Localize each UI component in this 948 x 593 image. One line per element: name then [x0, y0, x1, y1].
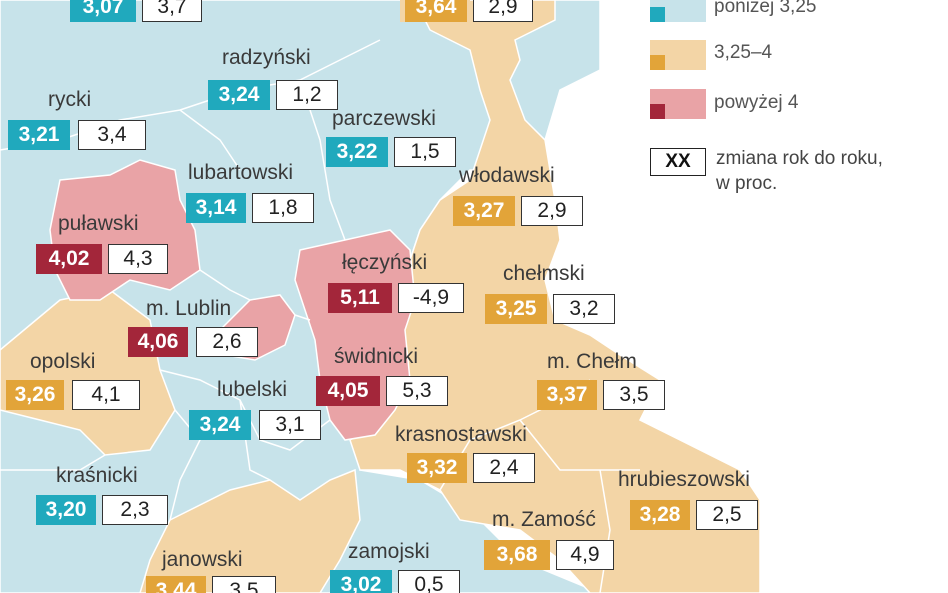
region-price: 3,22	[326, 137, 388, 167]
legend-label-mid: 3,25–4	[714, 42, 773, 63]
region-change: 2,4	[473, 453, 535, 483]
region-price: 3,14	[186, 193, 246, 223]
region-price: 4,05	[316, 376, 380, 406]
region-change: 3,1	[259, 410, 321, 440]
region-name: hrubieszowski	[618, 468, 750, 491]
region-change: 3,4	[78, 120, 146, 150]
region-change: 3,5	[212, 576, 276, 593]
region-name: świdnicki	[334, 345, 419, 368]
region-name: puławski	[58, 212, 139, 235]
region-change: 2,3	[102, 495, 168, 525]
legend-label-below: poniżej 3,25	[714, 0, 817, 17]
region-price: 4,02	[36, 244, 102, 274]
region-name: krasnostawski	[395, 423, 527, 446]
region-name: włodawski	[459, 164, 555, 187]
region-change: 3,2	[553, 294, 615, 324]
region-name: lubelski	[217, 378, 288, 401]
region-price: 3,27	[453, 196, 515, 226]
region-name: lubartowski	[188, 161, 294, 184]
legend-change-label-line2: w proc.	[716, 173, 778, 194]
region-price: 5,11	[328, 283, 392, 313]
region-price: 3,64	[405, 0, 467, 22]
region-change: 0,5	[398, 570, 460, 593]
region-name: zamojski	[348, 540, 430, 563]
legend-label-high: powyżej 4	[714, 92, 799, 113]
region-price: 3,44	[146, 576, 206, 593]
region-price: 3,32	[407, 453, 467, 483]
region-name: janowski	[162, 548, 243, 571]
region-price: 3,25	[485, 294, 547, 324]
region-price: 3,37	[537, 380, 597, 410]
region-name: chełmski	[503, 262, 585, 285]
region-change: 1,2	[276, 80, 338, 110]
legend-change-label-line1: zmiana rok do roku,	[716, 148, 883, 169]
region-change: 2,6	[196, 327, 258, 357]
region-price: 3,28	[630, 500, 690, 530]
region-change: 5,3	[386, 376, 448, 406]
region-price: 3,07	[70, 0, 136, 22]
region-change: 2,9	[521, 196, 583, 226]
region-name: parczewski	[332, 107, 436, 130]
region-name: łęczyński	[342, 251, 428, 274]
region-change: 2,9	[473, 0, 533, 22]
region-change: 3,7	[142, 0, 202, 22]
region-change: -4,9	[398, 283, 464, 313]
region-shape-mid-east	[349, 0, 761, 593]
region-change: 4,9	[556, 540, 614, 570]
region-change: 1,8	[252, 193, 314, 223]
legend-mark-below	[650, 7, 665, 22]
legend-change-box: XX	[650, 148, 706, 176]
region-change: 4,1	[72, 380, 140, 410]
region-price: 3,26	[6, 380, 64, 410]
region-name: m. Zamość	[492, 508, 596, 531]
region-change: 3,5	[603, 380, 665, 410]
region-change: 4,3	[108, 244, 168, 274]
legend-mark-high	[650, 104, 665, 119]
region-price: 3,24	[189, 410, 251, 440]
region-name: kraśnicki	[56, 464, 138, 487]
region-price: 3,68	[484, 540, 550, 570]
legend-mark-mid	[650, 55, 665, 70]
legend-swatch-below	[650, 0, 706, 22]
legend-swatch-mid	[650, 40, 706, 70]
region-name: m. Chełm	[547, 350, 637, 373]
region-price: 3,02	[330, 570, 392, 593]
region-shape-mid-southwest	[139, 468, 361, 593]
legend-swatch-high	[650, 89, 706, 119]
region-name: radzyński	[222, 46, 311, 69]
region-price: 3,24	[208, 80, 270, 110]
region-name: m. Lublin	[146, 297, 232, 320]
region-name: rycki	[48, 88, 92, 111]
region-change: 2,5	[696, 500, 758, 530]
region-name: opolski	[30, 350, 96, 373]
region-price: 4,06	[128, 327, 188, 357]
region-price: 3,21	[8, 120, 70, 150]
region-change: 1,5	[394, 137, 456, 167]
region-price: 3,20	[36, 495, 96, 525]
